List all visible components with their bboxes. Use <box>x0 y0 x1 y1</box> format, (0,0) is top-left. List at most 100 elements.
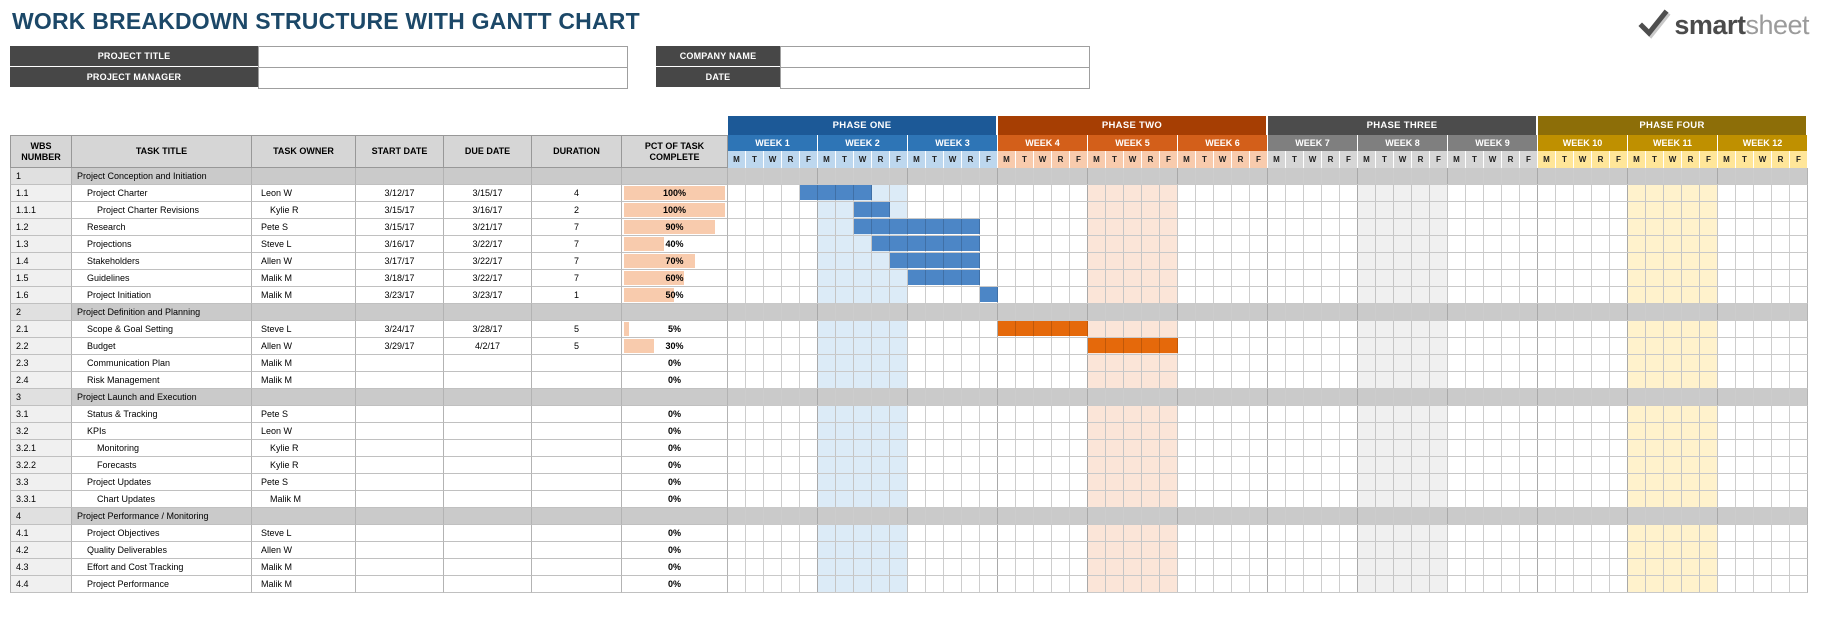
cell-due-date[interactable]: 3/16/17 <box>444 202 532 219</box>
cell-start-date[interactable]: 3/15/17 <box>356 202 444 219</box>
cell-task-title[interactable]: Quality Deliverables <box>72 542 252 559</box>
cell-start-date[interactable] <box>356 168 444 185</box>
cell-start-date[interactable] <box>356 440 444 457</box>
cell-duration[interactable] <box>532 423 622 440</box>
cell-wbs[interactable]: 2.1 <box>10 321 72 338</box>
cell-duration[interactable]: 7 <box>532 253 622 270</box>
cell-task-title[interactable]: Monitoring <box>72 440 252 457</box>
cell-task-title[interactable]: Guidelines <box>72 270 252 287</box>
cell-duration[interactable] <box>532 168 622 185</box>
cell-task-title[interactable]: KPIs <box>72 423 252 440</box>
cell-due-date[interactable] <box>444 508 532 525</box>
cell-start-date[interactable]: 3/23/17 <box>356 287 444 304</box>
cell-duration[interactable] <box>532 542 622 559</box>
cell-pct-complete[interactable]: 60% <box>622 270 728 287</box>
cell-wbs[interactable]: 1.1.1 <box>10 202 72 219</box>
cell-wbs[interactable]: 1.6 <box>10 287 72 304</box>
cell-task-owner[interactable]: Malik M <box>252 270 356 287</box>
cell-pct-complete[interactable]: 50% <box>622 287 728 304</box>
cell-duration[interactable]: 5 <box>532 321 622 338</box>
gantt-row[interactable] <box>728 423 1808 440</box>
cell-task-owner[interactable]: Malik M <box>252 287 356 304</box>
cell-task-title[interactable]: Forecasts <box>72 457 252 474</box>
gantt-row[interactable] <box>728 457 1808 474</box>
cell-due-date[interactable] <box>444 389 532 406</box>
cell-task-owner[interactable]: Kylie R <box>252 457 356 474</box>
cell-start-date[interactable] <box>356 389 444 406</box>
cell-due-date[interactable]: 3/23/17 <box>444 287 532 304</box>
gantt-row[interactable] <box>728 253 1808 270</box>
cell-due-date[interactable] <box>444 168 532 185</box>
cell-duration[interactable] <box>532 559 622 576</box>
cell-duration[interactable]: 7 <box>532 236 622 253</box>
cell-start-date[interactable]: 3/29/17 <box>356 338 444 355</box>
cell-task-owner[interactable] <box>252 168 356 185</box>
cell-start-date[interactable] <box>356 542 444 559</box>
cell-wbs[interactable]: 4.1 <box>10 525 72 542</box>
cell-pct-complete[interactable]: 100% <box>622 185 728 202</box>
cell-task-title[interactable]: Research <box>72 219 252 236</box>
cell-start-date[interactable] <box>356 304 444 321</box>
project-manager-input[interactable] <box>258 67 628 89</box>
cell-due-date[interactable]: 3/28/17 <box>444 321 532 338</box>
cell-task-title[interactable]: Budget <box>72 338 252 355</box>
cell-wbs[interactable]: 1.5 <box>10 270 72 287</box>
cell-duration[interactable]: 7 <box>532 270 622 287</box>
cell-start-date[interactable]: 3/12/17 <box>356 185 444 202</box>
cell-due-date[interactable] <box>444 491 532 508</box>
cell-pct-complete[interactable]: 0% <box>622 576 728 593</box>
cell-due-date[interactable] <box>444 423 532 440</box>
cell-task-owner[interactable]: Malik M <box>252 491 356 508</box>
cell-start-date[interactable] <box>356 355 444 372</box>
cell-wbs[interactable]: 3.2.2 <box>10 457 72 474</box>
cell-task-owner[interactable]: Leon W <box>252 423 356 440</box>
cell-task-title[interactable]: Communication Plan <box>72 355 252 372</box>
cell-task-owner[interactable]: Kylie R <box>252 440 356 457</box>
cell-pct-complete[interactable]: 0% <box>622 542 728 559</box>
gantt-row[interactable] <box>728 304 1808 321</box>
gantt-row[interactable] <box>728 559 1808 576</box>
cell-due-date[interactable] <box>444 372 532 389</box>
cell-wbs[interactable]: 4.4 <box>10 576 72 593</box>
cell-due-date[interactable]: 3/22/17 <box>444 253 532 270</box>
cell-task-title[interactable]: Project Conception and Initiation <box>72 168 252 185</box>
cell-wbs[interactable]: 1 <box>10 168 72 185</box>
cell-task-owner[interactable]: Allen W <box>252 542 356 559</box>
cell-wbs[interactable]: 1.2 <box>10 219 72 236</box>
cell-task-owner[interactable]: Steve L <box>252 321 356 338</box>
gantt-row[interactable] <box>728 219 1808 236</box>
cell-duration[interactable] <box>532 389 622 406</box>
cell-pct-complete[interactable]: 0% <box>622 406 728 423</box>
cell-wbs[interactable]: 2 <box>10 304 72 321</box>
cell-wbs[interactable]: 1.1 <box>10 185 72 202</box>
company-name-input[interactable] <box>780 46 1090 68</box>
cell-pct-complete[interactable]: 100% <box>622 202 728 219</box>
cell-pct-complete[interactable]: 5% <box>622 321 728 338</box>
cell-wbs[interactable]: 4.3 <box>10 559 72 576</box>
cell-start-date[interactable]: 3/18/17 <box>356 270 444 287</box>
cell-duration[interactable] <box>532 355 622 372</box>
gantt-row[interactable] <box>728 525 1808 542</box>
cell-duration[interactable] <box>532 576 622 593</box>
cell-due-date[interactable]: 3/15/17 <box>444 185 532 202</box>
cell-duration[interactable] <box>532 457 622 474</box>
gantt-row[interactable] <box>728 542 1808 559</box>
cell-pct-complete[interactable]: 0% <box>622 559 728 576</box>
cell-due-date[interactable] <box>444 474 532 491</box>
gantt-row[interactable] <box>728 355 1808 372</box>
cell-wbs[interactable]: 4 <box>10 508 72 525</box>
date-input[interactable] <box>780 67 1090 89</box>
cell-task-owner[interactable]: Malik M <box>252 355 356 372</box>
cell-task-owner[interactable]: Steve L <box>252 236 356 253</box>
gantt-row[interactable] <box>728 270 1808 287</box>
cell-pct-complete[interactable]: 40% <box>622 236 728 253</box>
gantt-row[interactable] <box>728 372 1808 389</box>
cell-duration[interactable]: 1 <box>532 287 622 304</box>
cell-task-owner[interactable]: Pete S <box>252 219 356 236</box>
cell-wbs[interactable]: 3 <box>10 389 72 406</box>
cell-due-date[interactable] <box>444 559 532 576</box>
cell-duration[interactable] <box>532 525 622 542</box>
cell-task-title[interactable]: Project Performance / Monitoring <box>72 508 252 525</box>
cell-task-owner[interactable] <box>252 389 356 406</box>
cell-pct-complete[interactable] <box>622 389 728 406</box>
